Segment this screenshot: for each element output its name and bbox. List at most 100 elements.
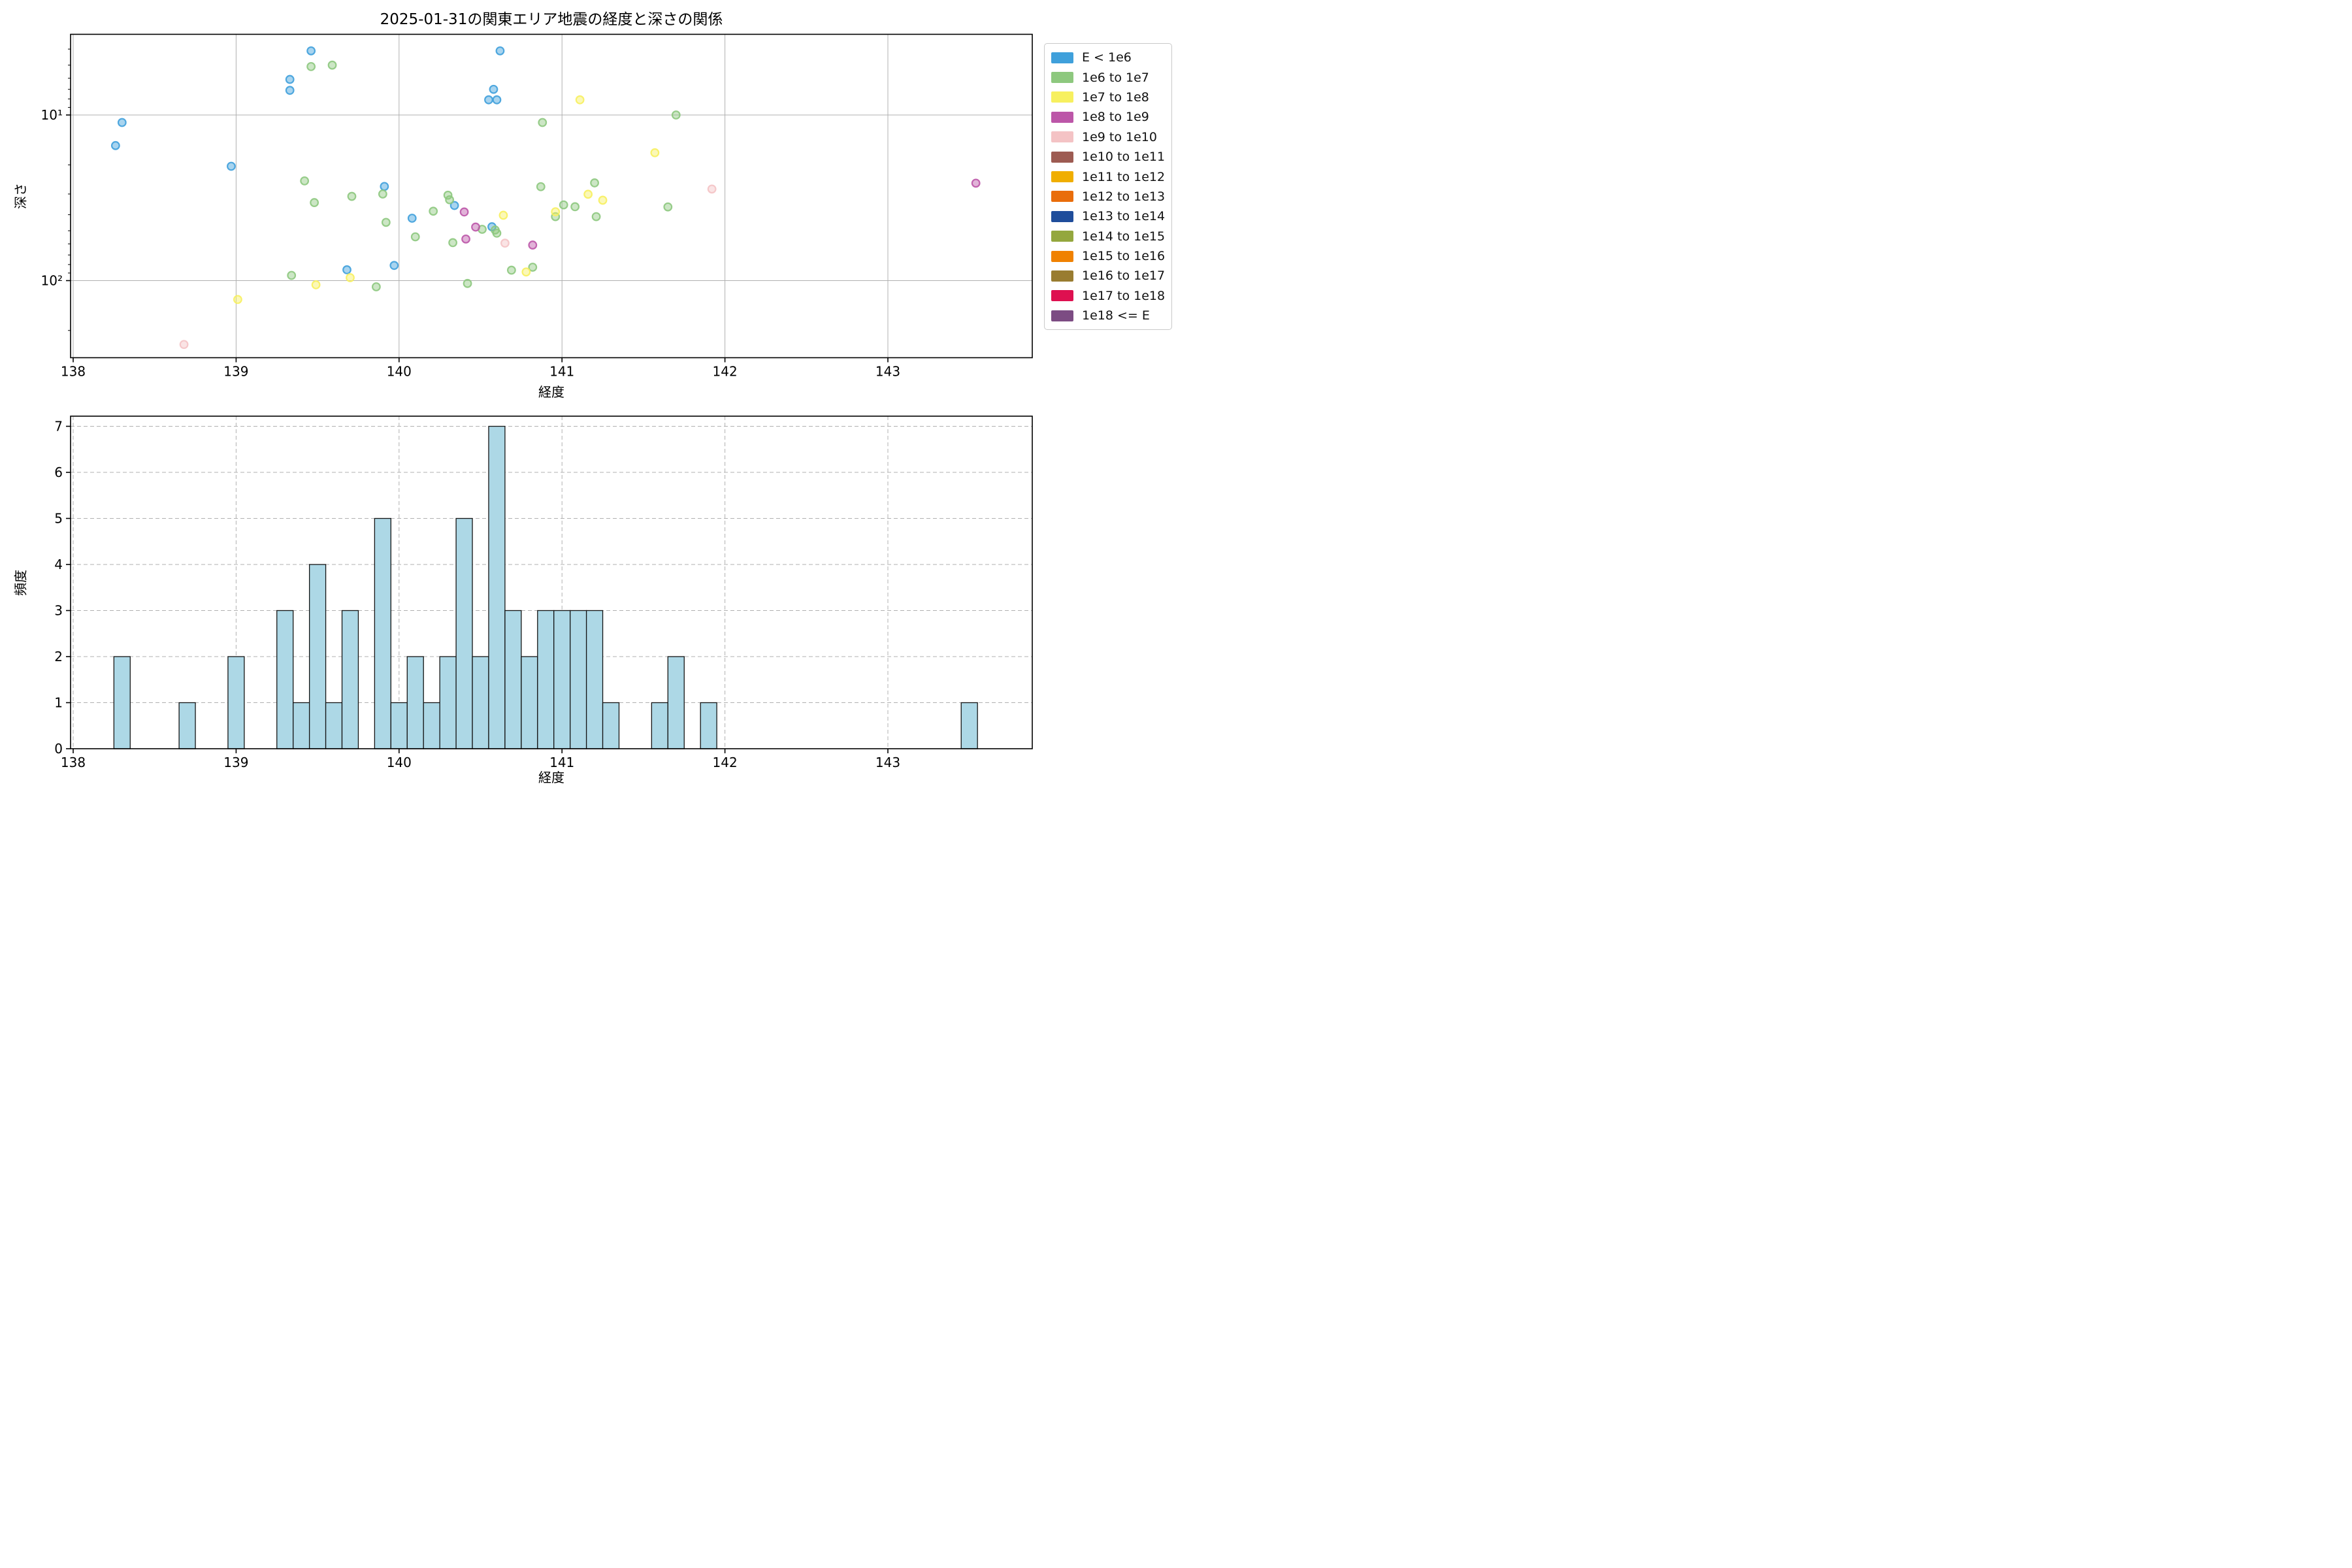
scatter-point [407,214,417,223]
histogram-bar [406,656,424,749]
hist-x-tick-label: 140 [387,755,412,770]
legend-entry: 1e16 to 1e17 [1045,266,1171,286]
scatter-point [528,263,538,272]
hist-y-tick-label: 5 [54,511,63,527]
hist-x-tick-label: 138 [61,755,86,770]
legend-entry: 1e12 to 1e13 [1045,187,1171,206]
histogram-bar [700,702,717,749]
legend-entry: E < 1e6 [1045,48,1171,67]
scatter-point [306,46,316,56]
histogram-bar [472,656,489,749]
scatter-ylabel: 深さ [12,183,29,209]
legend-swatch [1051,310,1073,321]
scatter-point [495,46,505,56]
legend-entry: 1e10 to 1e11 [1045,147,1171,167]
scatter-point [663,202,673,212]
scatter-point [528,240,538,250]
hist-x-tick-label: 139 [223,755,248,770]
scatter-point [342,265,351,274]
histogram-bar [521,656,538,749]
scatter-point [551,207,561,217]
scatter-point [327,60,337,70]
scatter-point [378,189,387,199]
scatter-point [461,234,470,244]
histogram-bar [537,610,555,749]
hist-y-tick-label: 1 [54,695,63,711]
histogram-bar [276,610,294,749]
scatter-point [445,195,455,204]
legend-swatch [1051,171,1073,183]
legend-label: 1e18 <= E [1082,308,1150,323]
legend-entry: 1e6 to 1e7 [1045,67,1171,87]
histogram-bar [504,610,522,749]
scatter-x-tick-label: 138 [61,364,86,380]
hist-x-tick-label: 143 [875,755,900,770]
scatter-point [671,110,681,120]
histogram-bar [602,702,620,749]
scatter-point [971,178,981,188]
legend-swatch [1051,52,1073,63]
figure: 2025-01-31の関東エリア地震の経度と深さの関係 138 139 140 141… [0,0,1176,785]
legend-label: 1e11 to 1e12 [1082,169,1166,184]
hist-y-tick-label: 4 [54,557,63,572]
legend-label: 1e10 to 1e11 [1082,150,1166,165]
legend-swatch [1051,191,1073,203]
legend-swatch [1051,151,1073,163]
legend: E < 1e6 1e6 to 1e7 1e7 to 1e8 1e8 to 1e9 1e9… [1044,43,1172,331]
scatter-point [590,178,599,188]
scatter-point [233,295,242,304]
scatter-point [583,189,593,199]
scatter-point [448,238,458,248]
scatter-point [380,182,389,191]
legend-swatch [1051,210,1073,222]
scatter-point [285,86,295,95]
legend-swatch [1051,250,1073,262]
scatter-point [179,340,189,350]
legend-entry: 1e13 to 1e14 [1045,206,1171,226]
scatter-point [538,118,547,127]
scatter-x-tick-label: 139 [223,364,248,380]
scatter-point [300,176,310,186]
scatter-point [471,222,480,232]
hist-x-tick-label: 141 [549,755,574,770]
histogram-bar [293,702,310,749]
scatter-point [521,267,531,277]
scatter-point [559,200,568,210]
scatter-point [498,210,508,220]
legend-swatch [1051,131,1073,143]
legend-label: 1e6 to 1e7 [1082,70,1149,85]
legend-label: 1e8 to 1e9 [1082,110,1149,125]
legend-swatch [1051,91,1073,103]
legend-label: 1e15 to 1e16 [1082,249,1166,264]
histogram-bar [374,517,391,749]
scatter-point [285,74,295,84]
histogram-bar [113,656,131,749]
histogram-xlabel: 経度 [538,770,564,785]
legend-swatch [1051,231,1073,242]
legend-swatch [1051,111,1073,123]
histogram-bar [178,702,196,749]
legend-entry: 1e15 to 1e16 [1045,246,1171,266]
scatter-point [650,148,660,157]
legend-label: 1e9 to 1e10 [1082,129,1157,144]
legend-label: 1e16 to 1e17 [1082,269,1166,284]
scatter-point [500,238,510,248]
scatter-point [347,191,357,201]
scatter-x-tick-label: 143 [875,364,900,380]
legend-entry: 1e8 to 1e9 [1045,107,1171,127]
scatter-point [311,280,321,289]
legend-label: 1e13 to 1e14 [1082,209,1166,224]
scatter-point [371,282,381,291]
histogram-bar [455,517,473,749]
histogram-bar [390,702,408,749]
scatter-point [287,270,297,280]
histogram-bar [651,702,668,749]
scatter-point [227,161,236,171]
histogram-bar [488,425,506,749]
hist-y-tick-label: 7 [54,419,63,434]
hist-y-tick-label: 6 [54,465,63,480]
scatter-point [310,198,319,207]
histogram-bar [308,564,327,749]
legend-label: 1e14 to 1e15 [1082,229,1166,244]
